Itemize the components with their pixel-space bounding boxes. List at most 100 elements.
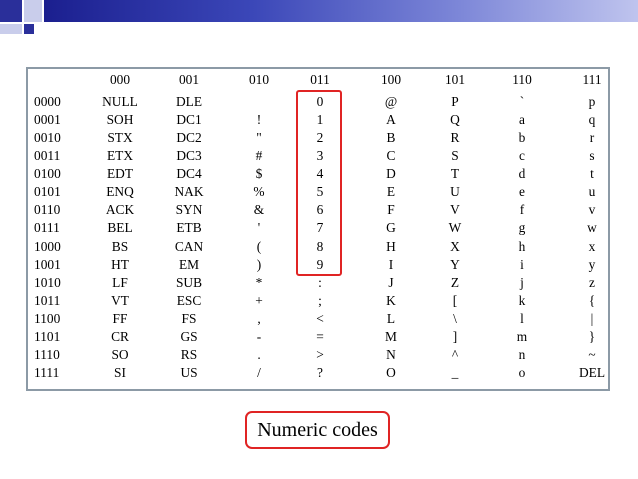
table-cell: K bbox=[386, 292, 396, 308]
row-header: 1101 bbox=[34, 329, 61, 345]
row-header: 0000 bbox=[34, 93, 61, 109]
table-cell: I bbox=[388, 256, 394, 272]
row-header: 1000 bbox=[34, 238, 61, 254]
table-cell: _ bbox=[451, 365, 459, 381]
table-cell: O bbox=[386, 365, 396, 381]
table-cell: 5 bbox=[316, 184, 324, 200]
decorative-square bbox=[0, 0, 22, 22]
table-cell: D bbox=[386, 166, 396, 182]
table-cell: 0 bbox=[316, 93, 324, 109]
table-cell: CAN bbox=[174, 238, 204, 254]
table-cell: p bbox=[588, 93, 596, 109]
row-header: 0011 bbox=[34, 147, 61, 163]
table-cell: M bbox=[385, 329, 397, 345]
caption-box: Numeric codes bbox=[245, 411, 390, 449]
row-header: 1111 bbox=[34, 365, 60, 381]
table-cell: DLE bbox=[175, 93, 203, 109]
table-cell: $ bbox=[255, 166, 263, 182]
table-cell: GS bbox=[180, 329, 198, 345]
row-header: 0001 bbox=[34, 111, 61, 127]
table-cell: VT bbox=[111, 292, 129, 308]
table-cell: SOH bbox=[106, 111, 134, 127]
row-header: 0101 bbox=[34, 184, 61, 200]
table-cell: \ bbox=[453, 311, 457, 327]
table-cell: FS bbox=[181, 311, 197, 327]
column-header: 001 bbox=[178, 71, 200, 87]
table-cell: Z bbox=[450, 274, 460, 290]
table-cell: ETX bbox=[106, 147, 134, 163]
table-cell: V bbox=[450, 202, 460, 218]
table-cell: , bbox=[257, 311, 261, 327]
table-cell: 6 bbox=[316, 202, 324, 218]
table-cell: & bbox=[253, 202, 265, 218]
table-cell: ] bbox=[452, 329, 458, 345]
row-header: 0110 bbox=[34, 202, 61, 218]
table-cell: ^ bbox=[451, 347, 459, 363]
table-cell: E bbox=[386, 184, 396, 200]
table-cell: FF bbox=[112, 311, 128, 327]
table-cell: US bbox=[180, 365, 198, 381]
table-cell: W bbox=[448, 220, 462, 236]
table-cell: ? bbox=[317, 365, 323, 381]
table-cell: ( bbox=[256, 238, 262, 254]
table-cell: 2 bbox=[316, 129, 324, 145]
column-header: 010 bbox=[248, 71, 270, 87]
table-cell: z bbox=[589, 274, 595, 290]
table-cell: ' bbox=[257, 220, 261, 236]
table-cell: NULL bbox=[102, 93, 138, 109]
table-cell: ENQ bbox=[106, 184, 134, 200]
table-cell: d bbox=[518, 166, 526, 182]
table-cell: k bbox=[518, 292, 526, 308]
decorative-square bbox=[24, 24, 34, 34]
decorative-square bbox=[24, 0, 42, 22]
table-cell: x bbox=[588, 238, 596, 254]
table-cell: @ bbox=[384, 93, 398, 109]
table-cell: NAK bbox=[174, 184, 204, 200]
table-cell: LF bbox=[112, 274, 128, 290]
table-cell: % bbox=[253, 184, 265, 200]
table-cell: X bbox=[450, 238, 460, 254]
table-cell: G bbox=[386, 220, 396, 236]
table-cell: = bbox=[316, 329, 324, 345]
table-cell: t bbox=[590, 166, 594, 182]
table-cell: EDT bbox=[106, 166, 134, 182]
table-cell: o bbox=[518, 365, 526, 381]
row-header: 1011 bbox=[34, 292, 61, 308]
table-cell: 9 bbox=[316, 256, 324, 272]
table-cell: 8 bbox=[316, 238, 324, 254]
ascii-table-frame: 000 001 010 011 100 101 110 111 0000 NULL DLE 0 @ P ` p… bbox=[26, 67, 610, 391]
table-cell: w bbox=[587, 220, 597, 236]
table-cell: DC2 bbox=[176, 129, 202, 145]
table-cell: j bbox=[520, 274, 524, 290]
table-cell: DC3 bbox=[176, 147, 202, 163]
column-header: 011 bbox=[310, 71, 330, 87]
row-header: 1010 bbox=[34, 274, 61, 290]
table-cell: N bbox=[386, 347, 396, 363]
table-cell: DC4 bbox=[176, 166, 202, 182]
table-cell: . bbox=[257, 347, 261, 363]
table-cell: c bbox=[519, 147, 525, 163]
row-header: 1100 bbox=[34, 311, 61, 327]
table-cell: CR bbox=[111, 329, 129, 345]
row-header: 1001 bbox=[34, 256, 61, 272]
table-cell: S bbox=[451, 147, 459, 163]
table-cell: ESC bbox=[176, 292, 202, 308]
table-cell: U bbox=[450, 184, 460, 200]
table-cell: h bbox=[518, 238, 526, 254]
table-cell: n bbox=[518, 347, 526, 363]
table-cell: v bbox=[588, 202, 596, 218]
row-header: 0111 bbox=[34, 220, 60, 236]
table-cell: SUB bbox=[175, 274, 203, 290]
table-cell: 3 bbox=[316, 147, 324, 163]
column-header: 000 bbox=[109, 71, 131, 87]
table-cell: EM bbox=[178, 256, 200, 272]
table-cell: < bbox=[316, 311, 324, 327]
table-cell: HT bbox=[111, 256, 129, 272]
table-cell: m bbox=[516, 329, 528, 345]
table-cell: BS bbox=[111, 238, 129, 254]
caption-text: Numeric codes bbox=[257, 418, 378, 441]
table-cell: Y bbox=[450, 256, 460, 272]
row-header: 0010 bbox=[34, 129, 61, 145]
table-cell: | bbox=[590, 311, 594, 327]
table-cell: * bbox=[255, 274, 263, 290]
